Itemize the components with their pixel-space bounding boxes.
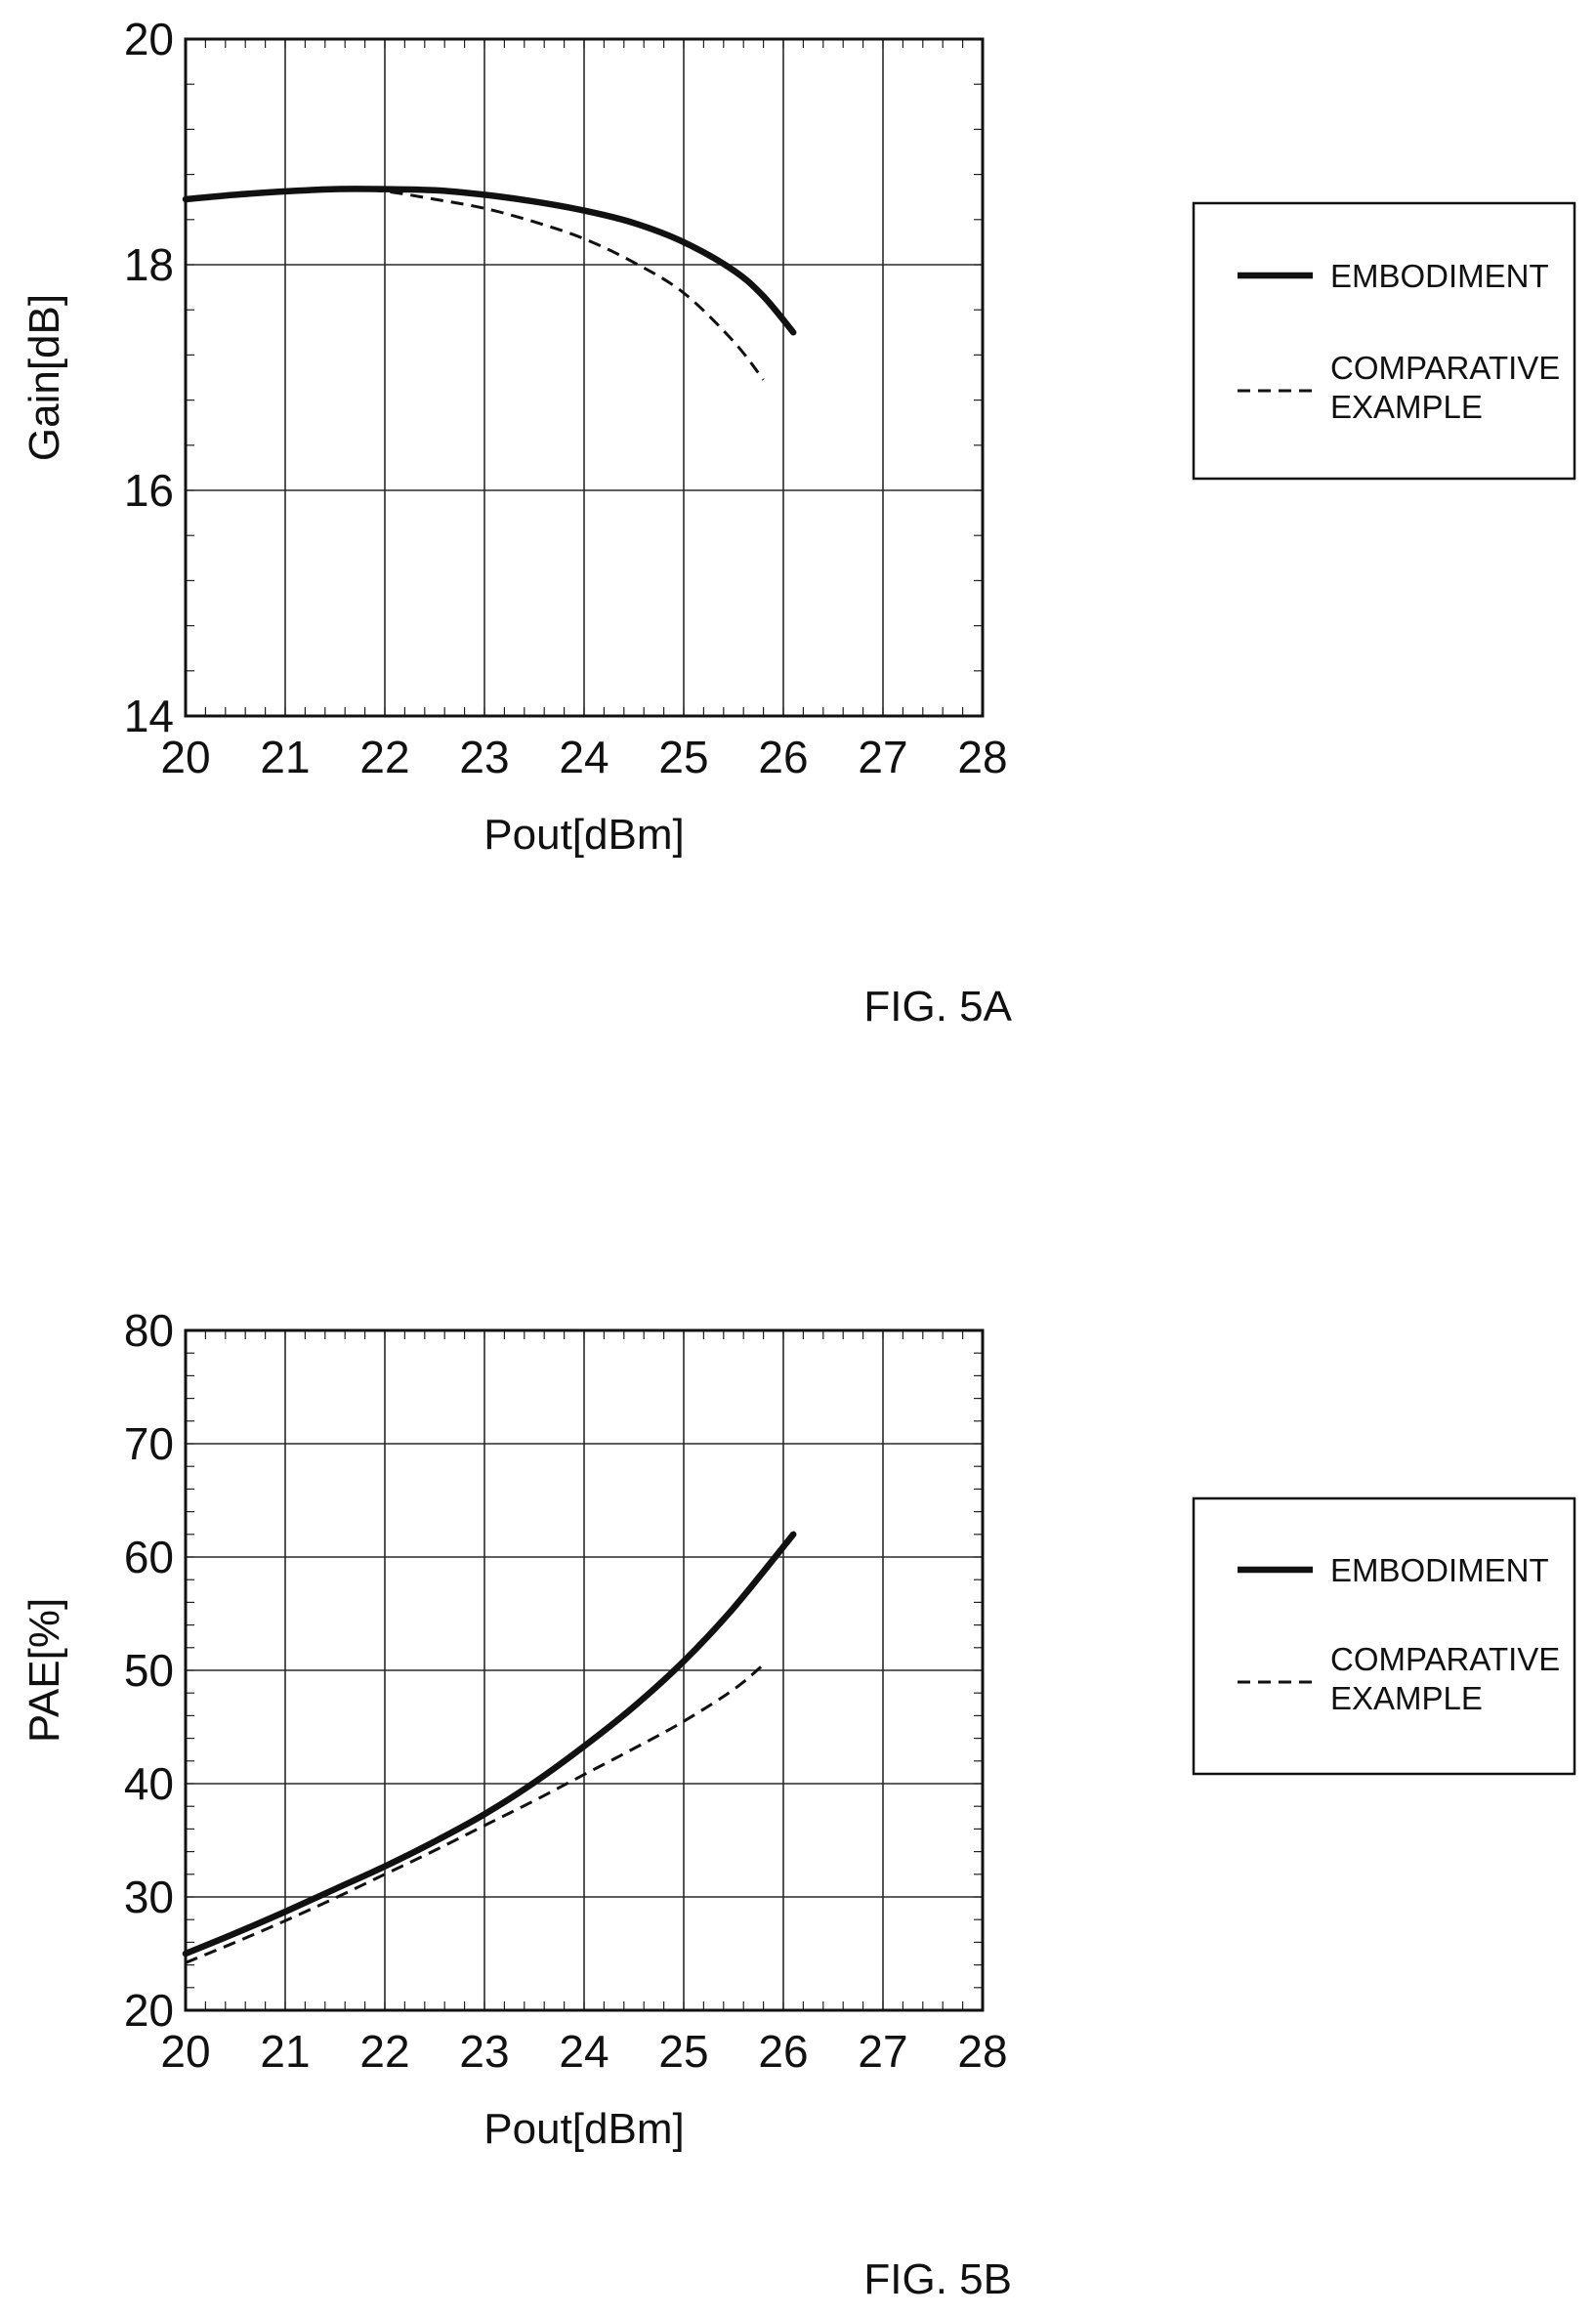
series-line-comparative-example — [185, 188, 765, 381]
y-tick-label: 60 — [124, 1532, 174, 1582]
x-tick-label: 21 — [260, 2026, 310, 2077]
y-tick-label: 70 — [124, 1418, 174, 1469]
series-line-comparative-example — [185, 1663, 765, 1964]
chart-pae-vs-pout: 20 21 22 23 24 25 26 27 28 20 30 40 50 60 70 80 Pout[dBm… — [21, 1305, 1576, 2303]
series-line-embodiment — [182, 1531, 797, 1958]
y-tick-label: 18 — [124, 239, 174, 290]
x-tick-label: 22 — [359, 2026, 409, 2077]
x-tick-label: 28 — [957, 2026, 1007, 2077]
figure-label: FIG. 5B — [863, 2255, 1012, 2303]
legend-label: EMBODIMENT — [1330, 1552, 1549, 1588]
x-tick-label: 27 — [858, 732, 907, 782]
x-tick-label: 26 — [758, 2026, 808, 2077]
x-tick-label: 25 — [658, 2026, 708, 2077]
plot-frame — [184, 1328, 985, 2012]
y-tick-label: 30 — [124, 1872, 174, 1922]
x-axis-label: Pout[dBm] — [483, 811, 684, 859]
y-tick-label: 14 — [124, 691, 174, 741]
legend-label: COMPARATIVE EXAMPLE — [1330, 350, 1560, 425]
x-tick-label: 20 — [160, 732, 210, 782]
figure-label: FIG. 5A — [863, 983, 1012, 1031]
x-tick-label: 21 — [260, 732, 310, 782]
x-tick-label: 23 — [459, 2026, 509, 2077]
y-axis-label: Gain[dB] — [21, 294, 68, 461]
y-tick-label: 20 — [124, 1985, 174, 2036]
y-tick-label: 80 — [124, 1305, 174, 1356]
x-tick-label: 20 — [160, 2026, 210, 2077]
plot-frame — [184, 37, 985, 718]
legend-label: COMPARATIVE EXAMPLE — [1330, 1641, 1560, 1716]
legend-box — [1192, 201, 1576, 481]
x-tick-label: 23 — [459, 732, 509, 782]
x-tick-label: 26 — [758, 732, 808, 782]
x-axis-label: Pout[dBm] — [483, 2105, 684, 2153]
legend-box — [1192, 1496, 1576, 1776]
x-tick-label: 28 — [957, 732, 1007, 782]
x-tick-label: 25 — [658, 732, 708, 782]
y-tick-label: 40 — [124, 1758, 174, 1809]
x-tick-label: 22 — [359, 732, 409, 782]
y-tick-label: 16 — [124, 465, 174, 516]
x-tick-label: 27 — [858, 2026, 907, 2077]
y-tick-label: 50 — [124, 1645, 174, 1696]
legend: EMBODIMENT COMPARATIVE EXAMPLE — [1192, 1496, 1576, 1776]
x-tick-label: 24 — [559, 2026, 609, 2077]
x-tick-label: 24 — [559, 732, 609, 782]
legend: EMBODIMENT COMPARATIVE EXAMPLE — [1192, 201, 1576, 481]
chart-gain-vs-pout: 20 21 22 23 24 25 26 27 28 14 16 18 20 Pout[dBm] Gain[… — [21, 14, 1576, 1031]
y-axis-label: PAE[%] — [21, 1598, 68, 1743]
y-tick-label: 20 — [124, 14, 174, 64]
legend-label: EMBODIMENT — [1330, 258, 1549, 294]
